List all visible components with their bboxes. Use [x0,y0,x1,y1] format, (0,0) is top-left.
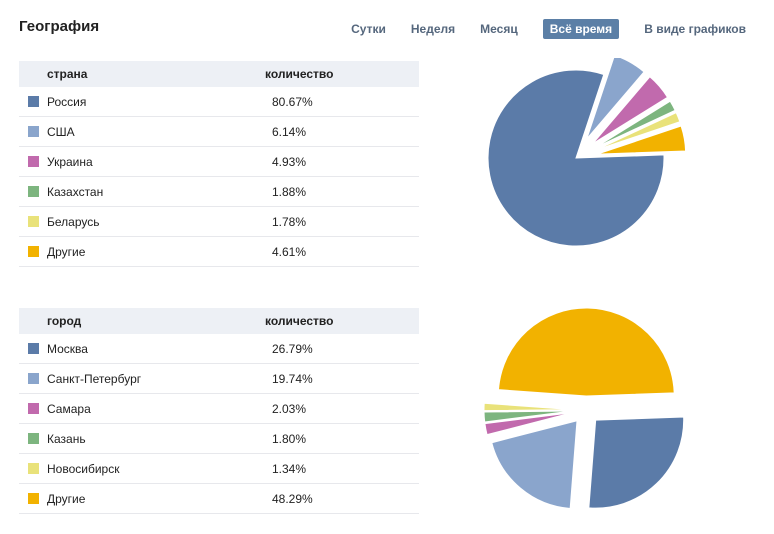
city-column-header: город [47,314,82,328]
legend-swatch [28,96,39,107]
row-value: 2.03% [272,401,307,416]
row-label: Россия [47,94,87,109]
table-row: Другие 4.61% [19,237,419,267]
legend-swatch [28,463,39,474]
tab-week[interactable]: Неделя [410,22,456,36]
row-label: Другие [47,244,86,259]
table-row: Украина 4.93% [19,147,419,177]
legend-swatch [28,403,39,414]
city-slice-3 [483,410,573,423]
count-column-header: количество [265,67,334,81]
row-label: Другие [47,491,86,506]
legend-swatch [28,373,39,384]
table-row: Казахстан 1.88% [19,177,419,207]
tab-all-time[interactable]: Всё время [542,19,620,39]
tab-day[interactable]: Сутки [351,22,386,36]
row-value: 26.79% [272,341,313,356]
row-value: 80.67% [272,94,313,109]
row-label: Самара [47,401,91,416]
city-slice-0 [588,416,685,509]
row-label: Казахстан [47,184,104,199]
row-label: Москва [47,341,88,356]
row-label: Казань [47,431,86,446]
legend-swatch [28,186,39,197]
countries-pie-chart [487,58,687,247]
country-slice-1 [586,58,645,140]
page-title: География [19,18,100,35]
city-slice-4 [483,402,573,412]
count-column-header: количество [265,314,334,328]
row-label: Новосибирск [47,461,120,476]
table-row: Москва 26.79% [19,334,419,364]
table-row: Беларусь 1.78% [19,207,419,237]
country-slice-2 [592,76,669,145]
table-row: Самара 2.03% [19,394,419,424]
city-slice-5 [497,307,675,397]
cities-table-header: город количество [19,308,419,334]
country-slice-3 [595,100,676,148]
row-value: 6.14% [272,124,307,139]
table-row: Россия 80.67% [19,87,419,117]
legend-swatch [28,246,39,257]
country-slice-4 [596,111,681,151]
table-row: Другие 48.29% [19,484,419,514]
row-label: Украина [47,154,93,169]
countries-table-header: страна количество [19,61,419,87]
legend-swatch [28,493,39,504]
country-column-header: страна [47,67,88,81]
row-value: 48.29% [272,491,313,506]
country-slice-0 [487,69,665,247]
cities-table: город количество Москва 26.79% Санкт-Пет… [19,308,419,514]
legend-swatch [28,126,39,137]
tab-month[interactable]: Месяц [480,22,518,36]
legend-swatch [28,156,39,167]
table-row: Казань 1.80% [19,424,419,454]
table-row: Санкт-Петербург 19.74% [19,364,419,394]
legend-swatch [28,343,39,354]
city-slice-1 [491,420,578,509]
row-label: США [47,124,75,139]
row-value: 19.74% [272,371,313,386]
tab-charts-view[interactable]: В виде графиков [644,22,746,36]
row-value: 1.78% [272,214,307,229]
cities-pie-chart [483,307,685,509]
period-tabs: Сутки Неделя Месяц Всё время В виде граф… [326,19,746,39]
row-label: Санкт-Петербург [47,371,142,386]
table-row: Новосибирск 1.34% [19,454,419,484]
row-value: 1.80% [272,431,307,446]
row-value: 4.61% [272,244,307,259]
row-value: 1.34% [272,461,307,476]
legend-swatch [28,216,39,227]
country-slice-5 [597,125,687,155]
table-row: США 6.14% [19,117,419,147]
countries-table: страна количество Россия 80.67% США 6.14… [19,61,419,267]
legend-swatch [28,433,39,444]
row-value: 1.88% [272,184,307,199]
city-slice-2 [484,412,573,436]
row-value: 4.93% [272,154,307,169]
row-label: Беларусь [47,214,100,229]
